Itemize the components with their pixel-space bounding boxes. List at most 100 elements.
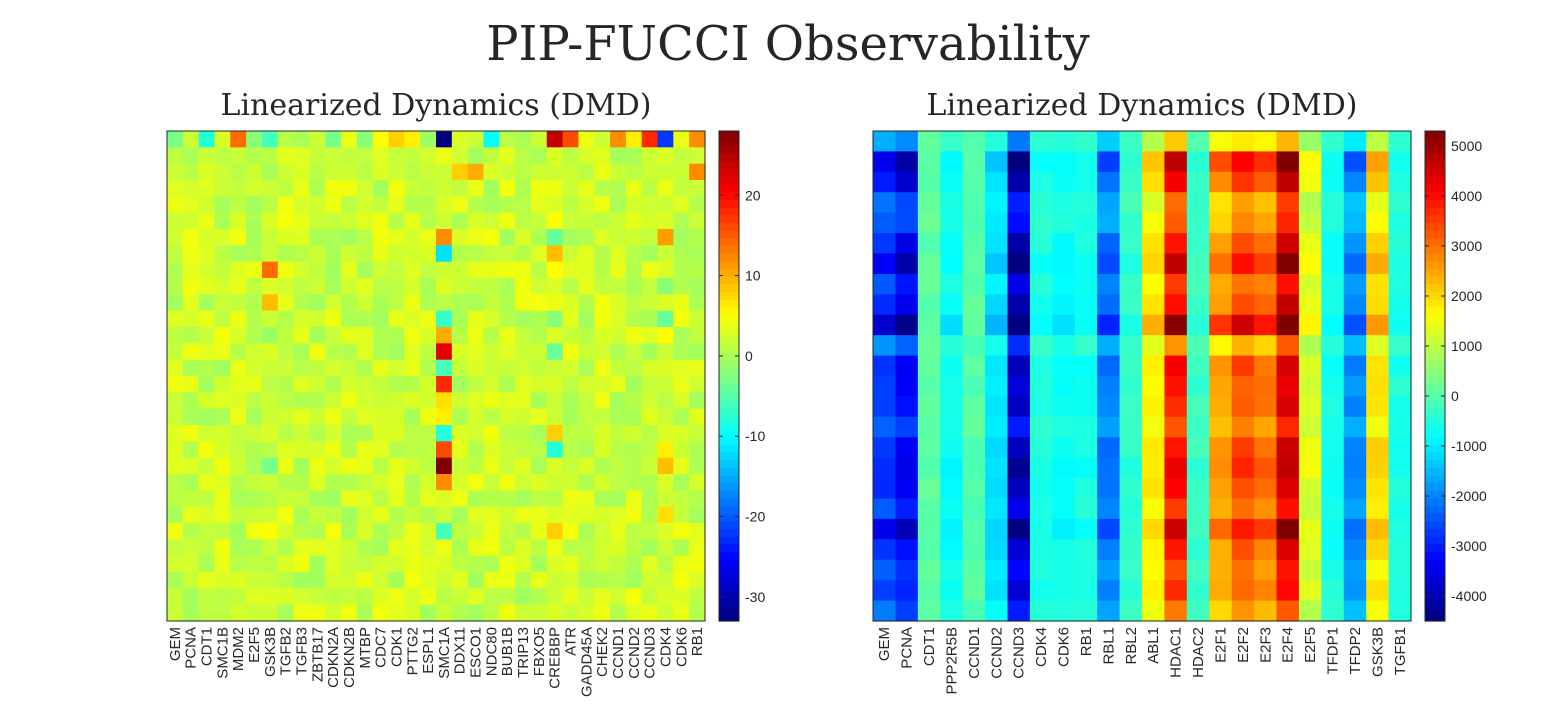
- heatmap-cell: [483, 163, 500, 181]
- heatmap-cell: [515, 359, 532, 377]
- heatmap-cell: [625, 310, 643, 328]
- heatmap-cell: [562, 588, 580, 606]
- heatmap-cell: [1254, 376, 1278, 398]
- heatmap-cell: [1298, 396, 1322, 418]
- heatmap-cell: [1388, 457, 1412, 479]
- heatmap-cell: [1366, 233, 1390, 255]
- heatmap-cell: [1119, 131, 1143, 153]
- heatmap-cell: [940, 416, 964, 438]
- heatmap-cell: [182, 245, 200, 263]
- heatmap-cell: [625, 506, 643, 524]
- heatmap-cell: [641, 457, 659, 475]
- heatmap-cell: [1029, 416, 1053, 438]
- heatmap-cell: [499, 327, 516, 344]
- heatmap-cell: [1007, 151, 1031, 173]
- heatmap-cell: [277, 425, 295, 442]
- heatmap-cell: [388, 327, 405, 344]
- heatmap-cell: [214, 131, 231, 148]
- heatmap-cell: [167, 457, 184, 475]
- heatmap-cell: [230, 163, 247, 181]
- heatmap-cell: [610, 523, 627, 540]
- colorbar-segment: [1425, 598, 1445, 607]
- heatmap-cell: [1074, 314, 1098, 336]
- x-tick-label: GSK3B: [262, 627, 279, 677]
- heatmap-cell: [641, 180, 659, 197]
- heatmap-cell: [895, 192, 919, 214]
- heatmap-cell: [1029, 335, 1053, 357]
- heatmap-cell: [873, 355, 897, 377]
- heatmap-cell: [562, 278, 580, 295]
- heatmap-cell: [420, 474, 437, 491]
- heatmap-cell: [404, 327, 421, 344]
- heatmap-cell: [515, 555, 532, 573]
- heatmap-cell: [1119, 498, 1143, 520]
- heatmap-cell: [388, 196, 405, 214]
- heatmap-cell: [1097, 212, 1121, 234]
- heatmap-cell: [673, 229, 690, 246]
- heatmap-cell: [1097, 273, 1121, 295]
- heatmap-cell: [562, 474, 580, 491]
- heatmap-cell: [625, 229, 643, 246]
- heatmap-cell: [594, 180, 611, 197]
- heatmap-cell: [962, 559, 986, 581]
- heatmap-cell: [610, 441, 627, 459]
- heatmap-cell: [1231, 151, 1255, 173]
- heatmap-cell: [1007, 233, 1031, 255]
- heatmap-cell: [562, 196, 580, 214]
- heatmap-cell: [341, 310, 358, 328]
- heatmap-cell: [182, 588, 200, 606]
- heatmap-cell: [1388, 416, 1412, 438]
- x-tick-label: TFDP1: [1325, 627, 1342, 675]
- heatmap-cell: [578, 555, 595, 573]
- heatmap-cell: [578, 376, 595, 393]
- heatmap-cell: [230, 425, 247, 442]
- heatmap-cell: [467, 294, 485, 312]
- heatmap-cell: [1254, 212, 1278, 234]
- heatmap-cell: [436, 310, 453, 328]
- heatmap-cell: [1231, 253, 1255, 275]
- heatmap-cell: [1276, 294, 1300, 316]
- heatmap-cell: [277, 523, 295, 540]
- heatmap-cell: [1029, 580, 1053, 602]
- colorbar-segment: [1425, 253, 1445, 262]
- heatmap-cell: [895, 314, 919, 336]
- heatmap-cell: [1074, 151, 1098, 173]
- heatmap-cell: [625, 278, 643, 295]
- colorbar-tick-label: 1000: [1451, 338, 1482, 354]
- heatmap-cell: [356, 506, 374, 524]
- colorbar-segment: [1425, 467, 1445, 477]
- heatmap-cell: [1276, 355, 1300, 377]
- heatmap-cell: [962, 273, 986, 295]
- heatmap-cell: [641, 147, 659, 165]
- heatmap-cell: [1007, 253, 1031, 275]
- heatmap-cell: [1276, 478, 1300, 500]
- heatmap-cell: [182, 212, 200, 230]
- heatmap-cell: [341, 278, 358, 295]
- x-tick-label: CDK4: [1033, 627, 1050, 667]
- colorbar-segment: [1425, 199, 1445, 209]
- heatmap-cell: [230, 343, 247, 361]
- heatmap-cell: [230, 294, 247, 312]
- heatmap-cell: [483, 588, 500, 606]
- heatmap-cell: [483, 555, 500, 573]
- heatmap-cell: [261, 278, 279, 295]
- right-heatmap-cells: [873, 131, 1412, 622]
- heatmap-cell: [246, 539, 263, 557]
- heatmap-cell: [1231, 171, 1255, 193]
- heatmap-cell: [1366, 478, 1390, 500]
- heatmap-cell: [467, 131, 485, 148]
- heatmap-cell: [230, 359, 247, 377]
- heatmap-cell: [451, 131, 469, 148]
- heatmap-cell: [467, 523, 485, 540]
- heatmap-cell: [1209, 437, 1233, 459]
- heatmap-cell: [499, 604, 516, 622]
- colorbar-segment: [719, 222, 739, 232]
- heatmap-cell: [1366, 457, 1390, 479]
- heatmap-cell: [293, 572, 311, 589]
- heatmap-cell: [985, 314, 1009, 336]
- heatmap-cell: [940, 518, 964, 540]
- heatmap-cell: [562, 441, 580, 459]
- colorbar-segment: [1425, 146, 1445, 155]
- heatmap-cell: [1321, 376, 1345, 398]
- heatmap-cell: [546, 163, 564, 181]
